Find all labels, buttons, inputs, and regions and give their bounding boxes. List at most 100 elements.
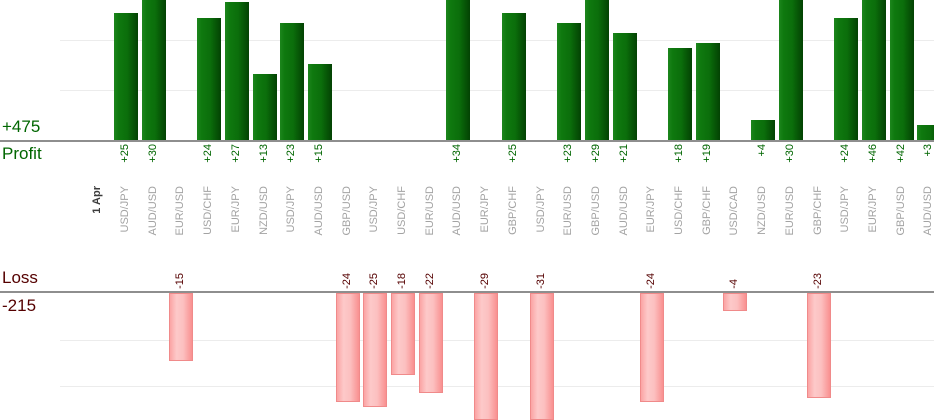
loss-value-label: -4 <box>728 279 741 289</box>
profit-bar <box>834 17 859 140</box>
profit-value-label: +25 <box>506 144 519 163</box>
profit-baseline <box>0 140 934 142</box>
profit-value-label: +23 <box>562 144 575 163</box>
loss-bar <box>474 293 499 420</box>
profit-bar <box>224 2 249 140</box>
date-label: 1 Apr <box>91 186 104 214</box>
profit-bar <box>889 0 914 140</box>
profit-bar <box>307 63 332 140</box>
profit-bar <box>917 124 934 140</box>
pair-label: USD/CAD <box>728 186 741 236</box>
profit-value-label: +18 <box>673 144 685 163</box>
loss-value-label: -24 <box>340 273 353 289</box>
profit-value-label: +27 <box>229 144 242 163</box>
loss-total-label: -215 <box>2 296 37 315</box>
pair-label: GBP/CHF <box>700 186 713 235</box>
pair-label: EUR/JPY <box>645 186 658 233</box>
pair-label: USD/JPY <box>534 186 547 233</box>
profit-value-label: +29 <box>589 144 602 163</box>
profit-value-label: +3 <box>922 144 934 157</box>
profit-bar <box>114 12 138 140</box>
profit-bar <box>280 22 305 140</box>
pair-label: EUR/JPY <box>229 186 242 233</box>
profit-bar <box>197 17 222 140</box>
pair-label: AUD/USD <box>922 186 934 236</box>
pair-label: AUD/USD <box>312 186 325 236</box>
pair-label: EUR/USD <box>423 186 436 236</box>
profit-value-label: +4 <box>756 144 769 157</box>
pair-label: EUR/USD <box>562 186 575 236</box>
profit-bar <box>668 48 692 140</box>
profit-gridline-20 <box>60 40 934 41</box>
profit-bar <box>141 0 166 140</box>
profit-bar <box>695 43 720 140</box>
profit-bar <box>751 119 776 140</box>
profit-value-label: +30 <box>783 144 796 163</box>
profit-value-label: +42 <box>894 144 907 163</box>
loss-value-label: -29 <box>479 273 492 289</box>
loss-bar <box>723 293 748 312</box>
pair-label: USD/CHF <box>202 186 215 235</box>
profit-gridline-10 <box>60 90 934 91</box>
pair-label: EUR/USD <box>174 186 187 236</box>
loss-bar <box>335 293 360 403</box>
pair-label: NZD/USD <box>257 186 270 235</box>
pair-label: EUR/JPY <box>866 186 879 233</box>
profit-bar <box>501 12 526 140</box>
loss-bar <box>169 293 194 362</box>
loss-axis-label: Loss <box>2 268 38 287</box>
loss-panel <box>0 293 934 420</box>
profit-bar <box>584 0 609 140</box>
pair-label: AUD/USD <box>146 186 159 236</box>
profit-value-label: +21 <box>617 144 630 163</box>
profit-total-label: +475 <box>2 117 41 136</box>
pair-label: EUR/USD <box>783 186 796 236</box>
loss-bar <box>418 293 443 394</box>
profit-bar <box>778 0 803 140</box>
profit-bar <box>557 22 582 140</box>
profit-axis-label: Profit <box>2 144 42 163</box>
profit-panel <box>0 0 934 140</box>
pair-label: NZD/USD <box>756 186 769 235</box>
pair-label: USD/CHF <box>673 186 685 235</box>
loss-bar <box>391 293 415 375</box>
loss-value-label: -22 <box>423 273 436 289</box>
profit-value-label: +24 <box>202 144 215 163</box>
profit-value-label: +23 <box>285 144 298 163</box>
loss-value-label: -24 <box>645 273 658 289</box>
pair-label: AUD/USD <box>617 186 630 236</box>
pair-label: GBP/USD <box>589 186 602 236</box>
profit-value-label: +25 <box>119 144 131 163</box>
profit-bar <box>612 32 637 140</box>
loss-bar <box>363 293 388 407</box>
loss-bar <box>529 293 554 420</box>
pair-label: USD/JPY <box>368 186 381 233</box>
profit-value-label: +13 <box>257 144 270 163</box>
pair-label: GBP/CHF <box>811 186 824 235</box>
profit-bar <box>252 73 277 140</box>
loss-bar <box>806 293 831 398</box>
loss-value-label: -15 <box>174 273 187 289</box>
profit-value-label: +15 <box>312 144 325 163</box>
pair-label: USD/CHF <box>396 186 408 235</box>
profit-value-label: +19 <box>700 144 713 163</box>
loss-bar <box>640 293 665 403</box>
loss-value-label: -25 <box>368 273 381 289</box>
profit-value-label: +34 <box>451 144 464 163</box>
pair-label: USD/JPY <box>285 186 298 233</box>
pair-label: USD/JPY <box>839 186 852 233</box>
profit-bar <box>861 0 886 140</box>
loss-value-label: -18 <box>396 273 408 289</box>
profit-value-label: +30 <box>146 144 159 163</box>
pair-label: AUD/USD <box>451 186 464 236</box>
pair-label: EUR/JPY <box>479 186 492 233</box>
loss-value-label: -31 <box>534 273 547 289</box>
pair-label: GBP/CHF <box>506 186 519 235</box>
pair-label: GBP/USD <box>894 186 907 236</box>
loss-baseline <box>0 291 934 293</box>
profit-bar <box>446 0 471 140</box>
profit-value-label: +24 <box>839 144 852 163</box>
profit-value-label: +46 <box>866 144 879 163</box>
pair-label: USD/JPY <box>119 186 131 233</box>
